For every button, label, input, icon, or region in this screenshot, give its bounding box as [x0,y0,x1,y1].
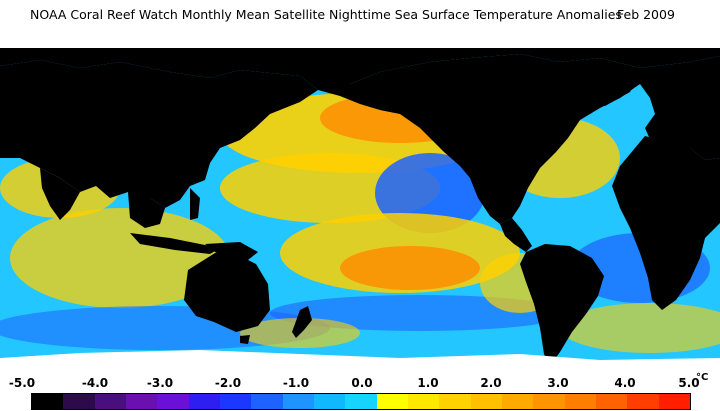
north-america [300,54,640,224]
map-title: NOAA Coral Reef Watch Monthly Mean Satel… [0,0,720,30]
india [40,168,80,220]
scale-tick-label: -5.0 [8,376,36,390]
tasmania [240,335,250,344]
scale-swatch [627,394,659,409]
antarctic-ice [0,350,720,370]
scale-swatch [595,394,628,409]
map-canvas [0,48,720,370]
indochina [128,192,165,228]
scale-swatch [157,394,189,409]
title-date: Feb 2009 [617,7,675,22]
anomaly-patch [560,303,720,353]
scale-swatch [63,394,95,409]
new-guinea [205,242,258,260]
scale-bar [31,393,691,410]
south-america [520,244,604,366]
japan [205,124,222,156]
scale-swatch [376,394,408,409]
scale-swatch [282,394,314,409]
europe [640,56,720,160]
scale-tick-label: -1.0 [282,376,310,390]
central-america [500,218,532,252]
africa [612,136,720,310]
scale-swatch [658,394,690,409]
scale-swatch [313,394,346,409]
anomaly-patch [375,153,485,233]
indonesia [130,233,220,254]
anomaly-patch [10,208,230,308]
scale-tick-label: -4.0 [81,376,109,390]
scale-swatch [32,394,64,409]
color-scale: -5.0 -4.0 -3.0 -2.0 -1.0 0.0 1.0 2.0 3.0 4.0 5.0 °… [0,372,720,411]
sst-anomaly-map [0,48,720,370]
scale-swatch [439,394,471,409]
eurasia [0,60,318,208]
scale-swatch [470,394,502,409]
scale-tick-label: 1.0 [417,376,439,390]
scale-tick-label: 4.0 [614,376,636,390]
scale-tick-label: -3.0 [146,376,174,390]
scale-swatch [564,394,596,409]
scale-swatch [407,394,440,409]
philippines [190,188,200,220]
title-text: NOAA Coral Reef Watch Monthly Mean Satel… [30,7,622,22]
scale-swatch [188,394,220,409]
scale-swatch [533,394,565,409]
scale-swatch [501,394,534,409]
scale-tick-label: 2.0 [480,376,502,390]
continents [0,48,720,370]
scale-tick-label: 3.0 [547,376,569,390]
scale-tick-label: -2.0 [214,376,242,390]
scale-tick-label: 5.0 [678,376,700,390]
australia [184,253,270,332]
greenland [570,62,640,106]
anomaly-patch [340,246,480,290]
scale-swatch [251,394,283,409]
scale-swatch [345,394,377,409]
scale-swatch [94,394,126,409]
scale-unit: °C [696,372,709,383]
scale-tick-label: 0.0 [351,376,373,390]
new-zealand [292,306,312,338]
scale-swatch [125,394,158,409]
scale-swatch [219,394,252,409]
